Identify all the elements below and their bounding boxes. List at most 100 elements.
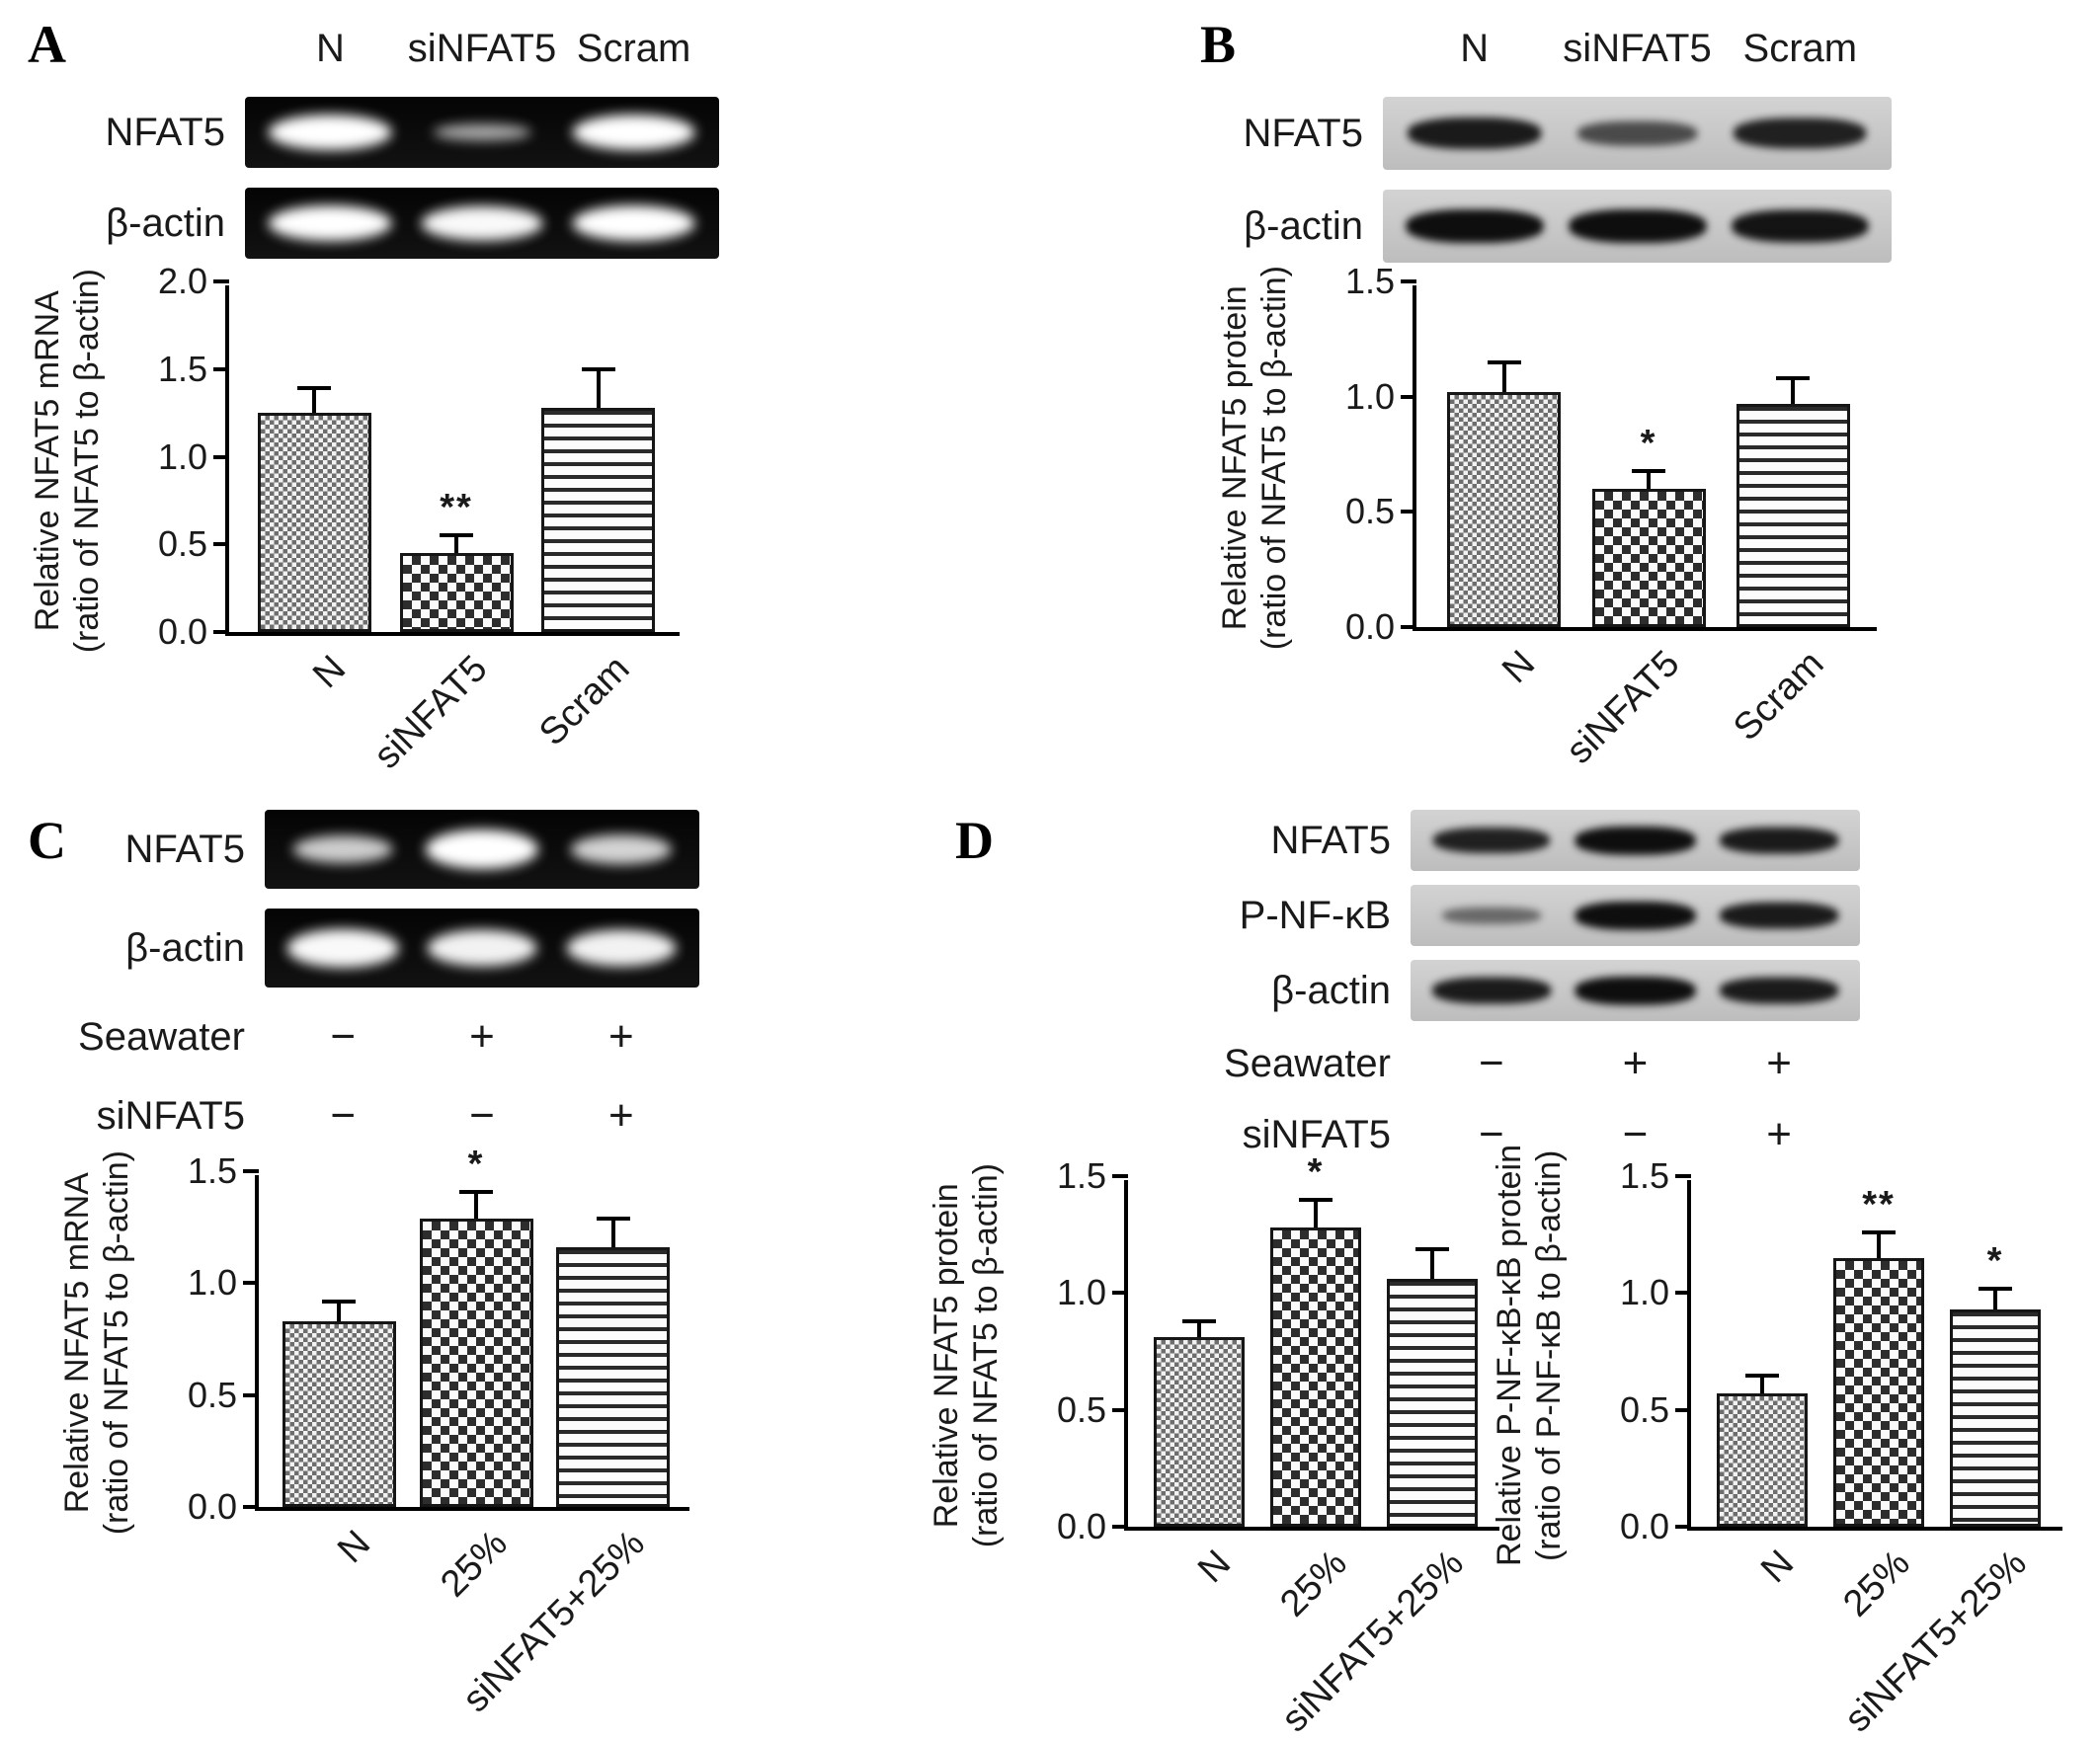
- gel-row-actin: β-actin: [87, 188, 719, 259]
- x-tick-label-n: N: [1752, 1543, 1802, 1592]
- lane-label-scram: Scram: [1742, 27, 1858, 70]
- blot-image-d: NFAT5 P-NF-κB β-actin Seawater − + + siNFAT5 − − +: [1188, 810, 1860, 1163]
- error-bar-line: [1791, 380, 1796, 404]
- y-axis-label-wrap: Relative NFAT5 mRNA (ratio of NFAT5 to β-…: [57, 1150, 136, 1535]
- condition-symbol: +: [607, 1012, 634, 1061]
- error-bar-line: [1501, 364, 1506, 392]
- condition-symbol: +: [1622, 1039, 1649, 1087]
- panel-label-c: C: [28, 811, 66, 870]
- gel-row-p-nf-b: P-NF-κB: [1188, 885, 1860, 946]
- x-tick-label-sinfat5: siNFAT5: [1558, 643, 1688, 772]
- x-tick-label-scram: Scram: [531, 648, 638, 754]
- y-tick-label: 1.0: [1056, 1272, 1106, 1313]
- y-tick-label: 0.5: [187, 1374, 237, 1415]
- bar-n: [1717, 1393, 1808, 1527]
- gel-row-label: NFAT5: [1243, 111, 1363, 155]
- condition-symbol: −: [1479, 1110, 1504, 1158]
- gel-band: [1720, 977, 1838, 1004]
- error-bar-line: [337, 1303, 342, 1321]
- condition-symbol: +: [1766, 1110, 1792, 1158]
- significance-marker: *: [1307, 1151, 1325, 1194]
- y-tick-label: 1.0: [1619, 1272, 1669, 1313]
- y-tick: [243, 1392, 259, 1397]
- bar-sinfat5-25: [1387, 1279, 1478, 1527]
- error-bar-line: [596, 370, 601, 408]
- condition-values: − + +: [265, 1007, 699, 1067]
- significance-marker: **: [1862, 1184, 1896, 1227]
- error-bar-cap: [1487, 360, 1521, 364]
- condition-row-sinfat5: siNFAT5 − − +: [57, 1086, 699, 1146]
- y-tick-label: 0.5: [1344, 491, 1395, 532]
- gel-band: [1720, 827, 1838, 854]
- bar-chart-d-nfat5: Relative NFAT5 protein (ratio of NFAT5 to…: [927, 1151, 1499, 1740]
- condition-label: siNFAT5: [1242, 1112, 1391, 1156]
- gel-row-label: β-actin: [1271, 968, 1391, 1012]
- error-bar-cap: [1979, 1286, 2012, 1291]
- gel-band: [433, 123, 531, 141]
- lane-label-sinfat5: siNFAT5: [407, 27, 557, 70]
- condition-row-seawater: Seawater − + +: [57, 1007, 699, 1067]
- condition-symbol: −: [469, 1091, 495, 1140]
- gel-strip: [245, 188, 719, 259]
- y-axis-label: Relative P-NF-κB-κB protein (ratio of P-N…: [1491, 1145, 1569, 1567]
- y-axis-label-wrap: Relative NFAT5 protein (ratio of NFAT5 to…: [1215, 266, 1294, 650]
- condition-values: − + +: [1411, 1035, 1860, 1092]
- error-bar-cap: [1182, 1319, 1216, 1324]
- error-bar-cap: [581, 366, 615, 371]
- gel-band: [566, 929, 677, 967]
- gel-row-nfat5: NFAT5: [57, 810, 699, 889]
- x-tick-label-25: 25%: [1272, 1543, 1355, 1625]
- gel-band: [1432, 977, 1551, 1004]
- y-tick-label: 1.5: [1619, 1155, 1669, 1196]
- gel-band: [1568, 208, 1707, 244]
- gel-strip: [245, 97, 719, 168]
- condition-label: Seawater: [78, 1014, 245, 1059]
- error-bar-cap: [1632, 468, 1665, 473]
- y-tick-label: 0.0: [1619, 1506, 1669, 1546]
- error-bar-line: [1314, 1202, 1318, 1228]
- error-bar-line: [1647, 472, 1651, 489]
- condition-values: − − +: [265, 1086, 699, 1146]
- y-tick-label: 1.0: [1344, 375, 1395, 417]
- y-tick-label: 0.0: [157, 611, 207, 652]
- y-tick: [243, 1169, 259, 1173]
- x-tick-label-25: 25%: [1835, 1543, 1918, 1625]
- y-tick: [1401, 510, 1416, 514]
- y-tick: [213, 630, 229, 634]
- y-tick: [1675, 1174, 1691, 1178]
- error-bar-line: [1760, 1377, 1764, 1394]
- panel-label-b: B: [1200, 15, 1237, 74]
- y-tick-label: 0.5: [1056, 1388, 1106, 1430]
- gel-image-c: NFAT5 β-actin Seawater − + + siNFAT5 − − +: [57, 810, 699, 1146]
- y-tick: [213, 454, 229, 459]
- error-bar-cap: [1299, 1198, 1333, 1203]
- gel-band: [268, 115, 392, 150]
- error-bar-line: [1993, 1290, 1997, 1309]
- condition-symbol: −: [330, 1012, 357, 1061]
- x-tick-label-scram: Scram: [1726, 643, 1832, 750]
- gel-row-nfat5: NFAT5: [87, 97, 719, 168]
- gel-band: [425, 830, 539, 869]
- gel-strip: [1411, 960, 1860, 1021]
- gel-band: [1441, 907, 1541, 924]
- bar-sinfat5: [1591, 489, 1706, 627]
- condition-label: siNFAT5: [96, 1093, 245, 1138]
- gel-strip: [1383, 190, 1892, 263]
- y-tick: [1401, 625, 1416, 629]
- y-tick: [1112, 1407, 1128, 1412]
- bar-scram: [1736, 403, 1850, 627]
- gel-row-label: P-NF-κB: [1239, 893, 1391, 937]
- y-tick: [1112, 1525, 1128, 1529]
- y-tick: [1112, 1291, 1128, 1296]
- condition-symbol: −: [330, 1091, 357, 1140]
- significance-marker: *: [1986, 1239, 2004, 1282]
- panel-c: C NFAT5 β-actin Seawater − + + siNFAT5 − − + Rela…: [28, 810, 917, 1720]
- error-bar-line: [1197, 1323, 1201, 1338]
- lane-label-n: N: [1460, 27, 1490, 70]
- gel-band: [1575, 901, 1696, 930]
- error-bar-cap: [1415, 1246, 1449, 1251]
- x-tick-label-n: N: [1189, 1543, 1239, 1592]
